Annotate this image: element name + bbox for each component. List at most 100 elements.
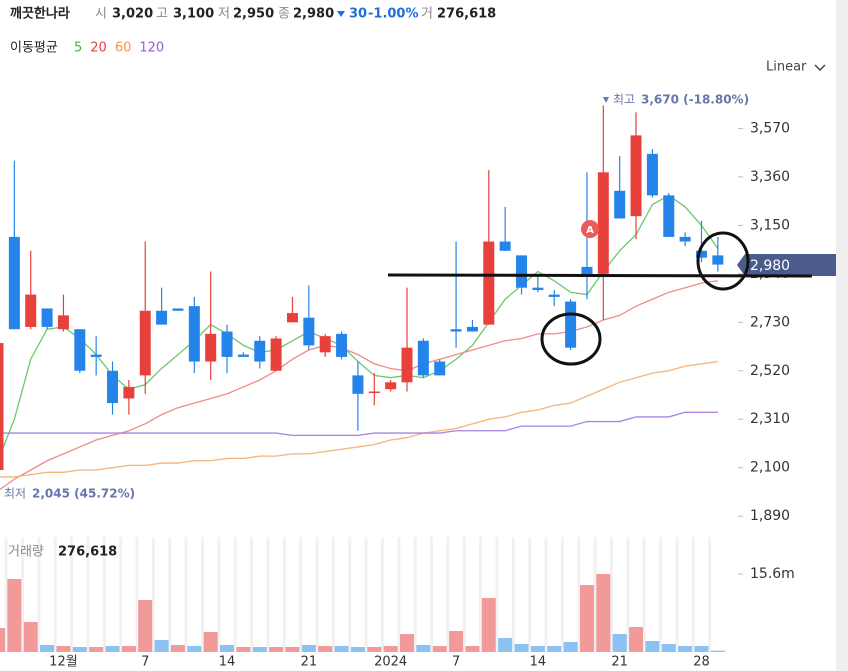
price-tag-label: 2,980 xyxy=(750,258,790,274)
volume-bar xyxy=(498,638,513,652)
volume-bar xyxy=(596,574,611,652)
x-tick-label: 2024 xyxy=(374,655,407,670)
volume-tick-label: 15.6m xyxy=(750,566,795,582)
volume-bar xyxy=(514,644,529,652)
volume-bar xyxy=(400,634,414,652)
ma-line xyxy=(0,360,718,478)
candle-body xyxy=(548,294,560,297)
ma-lines xyxy=(0,194,719,491)
drawn-circle[interactable] xyxy=(696,231,750,291)
volume-bar xyxy=(170,645,185,652)
volume-bar xyxy=(449,631,464,652)
candle-body xyxy=(41,308,53,327)
volume-bar xyxy=(334,646,349,652)
event-marker-label[interactable]: A xyxy=(586,225,594,236)
candle-body xyxy=(695,250,707,258)
candle-body xyxy=(303,317,315,346)
volume-bar xyxy=(612,634,627,652)
volume-bar xyxy=(481,598,496,652)
volume-bar xyxy=(350,647,365,652)
volume-bar xyxy=(40,645,55,652)
volume-bar xyxy=(252,647,267,652)
axes: 1,8902,1002,3102,5202,7302,9403,1503,360… xyxy=(49,120,795,669)
volume-bar xyxy=(72,647,87,652)
x-tick-label: 7 xyxy=(452,655,460,670)
volume-bar xyxy=(694,646,709,652)
volume-bar xyxy=(23,622,38,652)
high-value: 3,100 xyxy=(173,7,214,22)
volume-bar xyxy=(105,646,120,652)
volume-bar xyxy=(579,585,594,652)
y-tick-label: 2,100 xyxy=(750,460,790,476)
candle-body xyxy=(319,336,331,353)
candle-body xyxy=(221,331,233,357)
candle-body xyxy=(139,310,151,376)
volume-bar xyxy=(710,650,725,652)
candle-body xyxy=(352,375,364,394)
volume-bars xyxy=(0,574,725,652)
legend: 5 20 60 120 xyxy=(74,41,164,56)
low-label: 저 xyxy=(218,7,230,22)
candle-body xyxy=(57,315,69,330)
low-annotation-label: 최저 xyxy=(4,487,26,501)
y-tick-label: 1,890 xyxy=(750,508,790,524)
legend-entry: 60 xyxy=(115,41,132,56)
low-annotation-value: 2,045 (45.72%) xyxy=(32,487,135,501)
volume-bar xyxy=(465,646,480,652)
y-tick-label: 3,360 xyxy=(750,169,790,185)
volume-bar xyxy=(236,647,251,652)
volume-bar xyxy=(138,600,153,652)
y-tick-label: 3,570 xyxy=(750,120,790,136)
high-label: 고 xyxy=(156,7,168,22)
candle-body xyxy=(466,326,478,332)
candle-body xyxy=(156,310,168,325)
volume-value: 276,618 xyxy=(437,7,496,22)
volume-bar xyxy=(121,646,136,652)
candles xyxy=(0,105,724,470)
candle-body xyxy=(532,287,544,290)
low-value: 2,950 xyxy=(233,7,274,22)
volume-label: 거 xyxy=(421,7,433,22)
open-label: 시 xyxy=(95,7,107,22)
scale-menu-label[interactable]: Linear xyxy=(766,60,807,75)
y-tick-label: 3,150 xyxy=(750,217,790,233)
y-tick-label: 2,520 xyxy=(750,363,790,379)
volume-bar xyxy=(89,647,104,652)
legend-entry: 5 xyxy=(74,41,82,56)
candle-body xyxy=(483,241,495,325)
volume-bar xyxy=(269,647,284,652)
volume-pane-value: 276,618 xyxy=(58,545,117,560)
volume-bar xyxy=(220,645,235,652)
x-tick-label: 14 xyxy=(530,655,547,670)
candle-body xyxy=(254,340,266,362)
scale-menu[interactable]: Linear xyxy=(766,60,826,75)
volume-bar xyxy=(383,646,398,652)
candle-body xyxy=(499,241,511,251)
x-tick-label: 7 xyxy=(141,655,149,670)
candle-body xyxy=(286,313,298,323)
candle-body xyxy=(581,266,593,277)
volume-bar xyxy=(285,647,300,652)
change-pct: -1.00% xyxy=(368,7,419,22)
candle-body xyxy=(74,329,86,371)
candle-body xyxy=(712,255,724,265)
candle-body xyxy=(123,386,135,399)
candle-body xyxy=(205,333,217,362)
legend-entry: 120 xyxy=(139,41,164,56)
drawn-circle[interactable] xyxy=(540,312,602,366)
candle-body xyxy=(188,306,200,362)
change-value: 30 xyxy=(349,7,367,22)
candle-body xyxy=(679,236,691,242)
drawn-line[interactable] xyxy=(387,273,813,278)
candle-body xyxy=(401,347,413,383)
down-arrow xyxy=(337,11,345,17)
volume-columns xyxy=(4,537,712,652)
event-marker[interactable] xyxy=(581,220,599,238)
volume-bar xyxy=(154,640,169,652)
candle-body xyxy=(0,343,4,470)
volume-bar xyxy=(678,646,693,652)
side-strip xyxy=(836,0,848,671)
volume-bar xyxy=(563,642,578,652)
candle-body xyxy=(417,340,429,376)
x-tick-label: 28 xyxy=(693,655,710,670)
